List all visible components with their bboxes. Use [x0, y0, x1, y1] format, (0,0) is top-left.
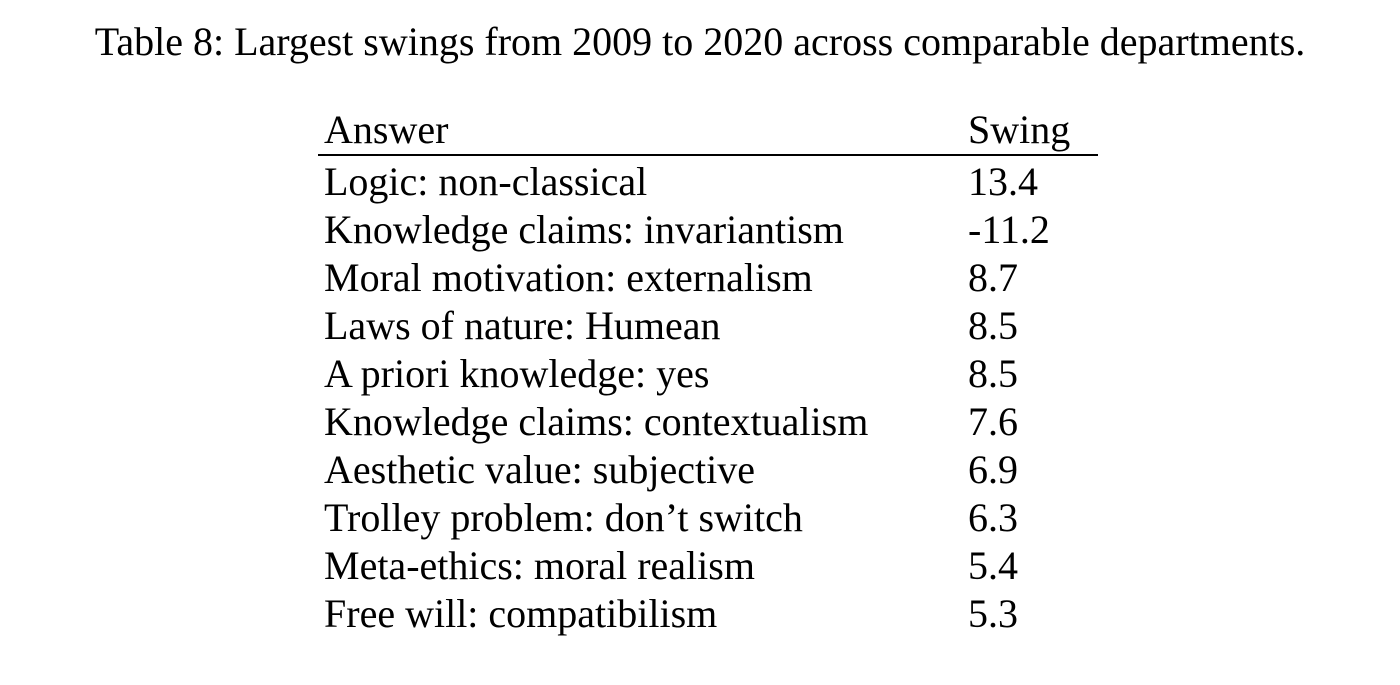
- table-row: A priori knowledge: yes 8.5: [318, 350, 1098, 398]
- table-row: Trolley problem: don’t switch 6.3: [318, 494, 1098, 542]
- swing-cell: 8.5: [968, 303, 1018, 348]
- table-row: Meta-ethics: moral realism 5.4: [318, 542, 1098, 590]
- answer-cell: Moral motivation: externalism: [324, 255, 813, 300]
- table-row: Laws of nature: Humean 8.5: [318, 302, 1098, 350]
- table-row: Aesthetic value: subjective 6.9: [318, 446, 1098, 494]
- answer-cell: Aesthetic value: subjective: [324, 447, 755, 492]
- answer-cell: Trolley problem: don’t switch: [324, 495, 803, 540]
- swing-cell: 7.6: [968, 399, 1018, 444]
- table-header-row: Answer Swing: [318, 106, 1098, 156]
- answer-cell: Logic: non-classical: [324, 159, 648, 204]
- answer-cell: Meta-ethics: moral realism: [324, 543, 755, 588]
- swing-cell: 13.4: [968, 159, 1038, 204]
- table-caption: Table 8: Largest swings from 2009 to 202…: [94, 19, 1306, 64]
- table-row: Knowledge claims: contextualism 7.6: [318, 398, 1098, 446]
- swing-cell: 6.3: [968, 495, 1018, 540]
- table-row: Free will: compatibilism 5.3: [318, 590, 1098, 638]
- swing-cell: 6.9: [968, 447, 1018, 492]
- answer-cell: Laws of nature: Humean: [324, 303, 721, 348]
- table-row: Moral motivation: externalism 8.7: [318, 254, 1098, 302]
- column-header-swing: Swing: [968, 107, 1071, 152]
- answer-cell: Free will: compatibilism: [324, 591, 718, 636]
- swing-cell: 8.5: [968, 351, 1018, 396]
- swing-cell: 8.7: [968, 255, 1018, 300]
- swing-cell: -11.2: [968, 207, 1050, 252]
- column-header-answer: Answer: [324, 107, 449, 152]
- answer-cell: Knowledge claims: contextualism: [324, 399, 869, 444]
- swings-table: Answer Swing Logic: non-classical 13.4 K…: [318, 106, 1098, 638]
- answer-cell: Knowledge claims: invariantism: [324, 207, 844, 252]
- swing-cell: 5.4: [968, 543, 1018, 588]
- swing-cell: 5.3: [968, 591, 1018, 636]
- table-row: Knowledge claims: invariantism -11.2: [318, 206, 1098, 254]
- answer-cell: A priori knowledge: yes: [324, 351, 710, 396]
- table-body: Logic: non-classical 13.4 Knowledge clai…: [318, 158, 1098, 638]
- table-row: Logic: non-classical 13.4: [318, 158, 1098, 206]
